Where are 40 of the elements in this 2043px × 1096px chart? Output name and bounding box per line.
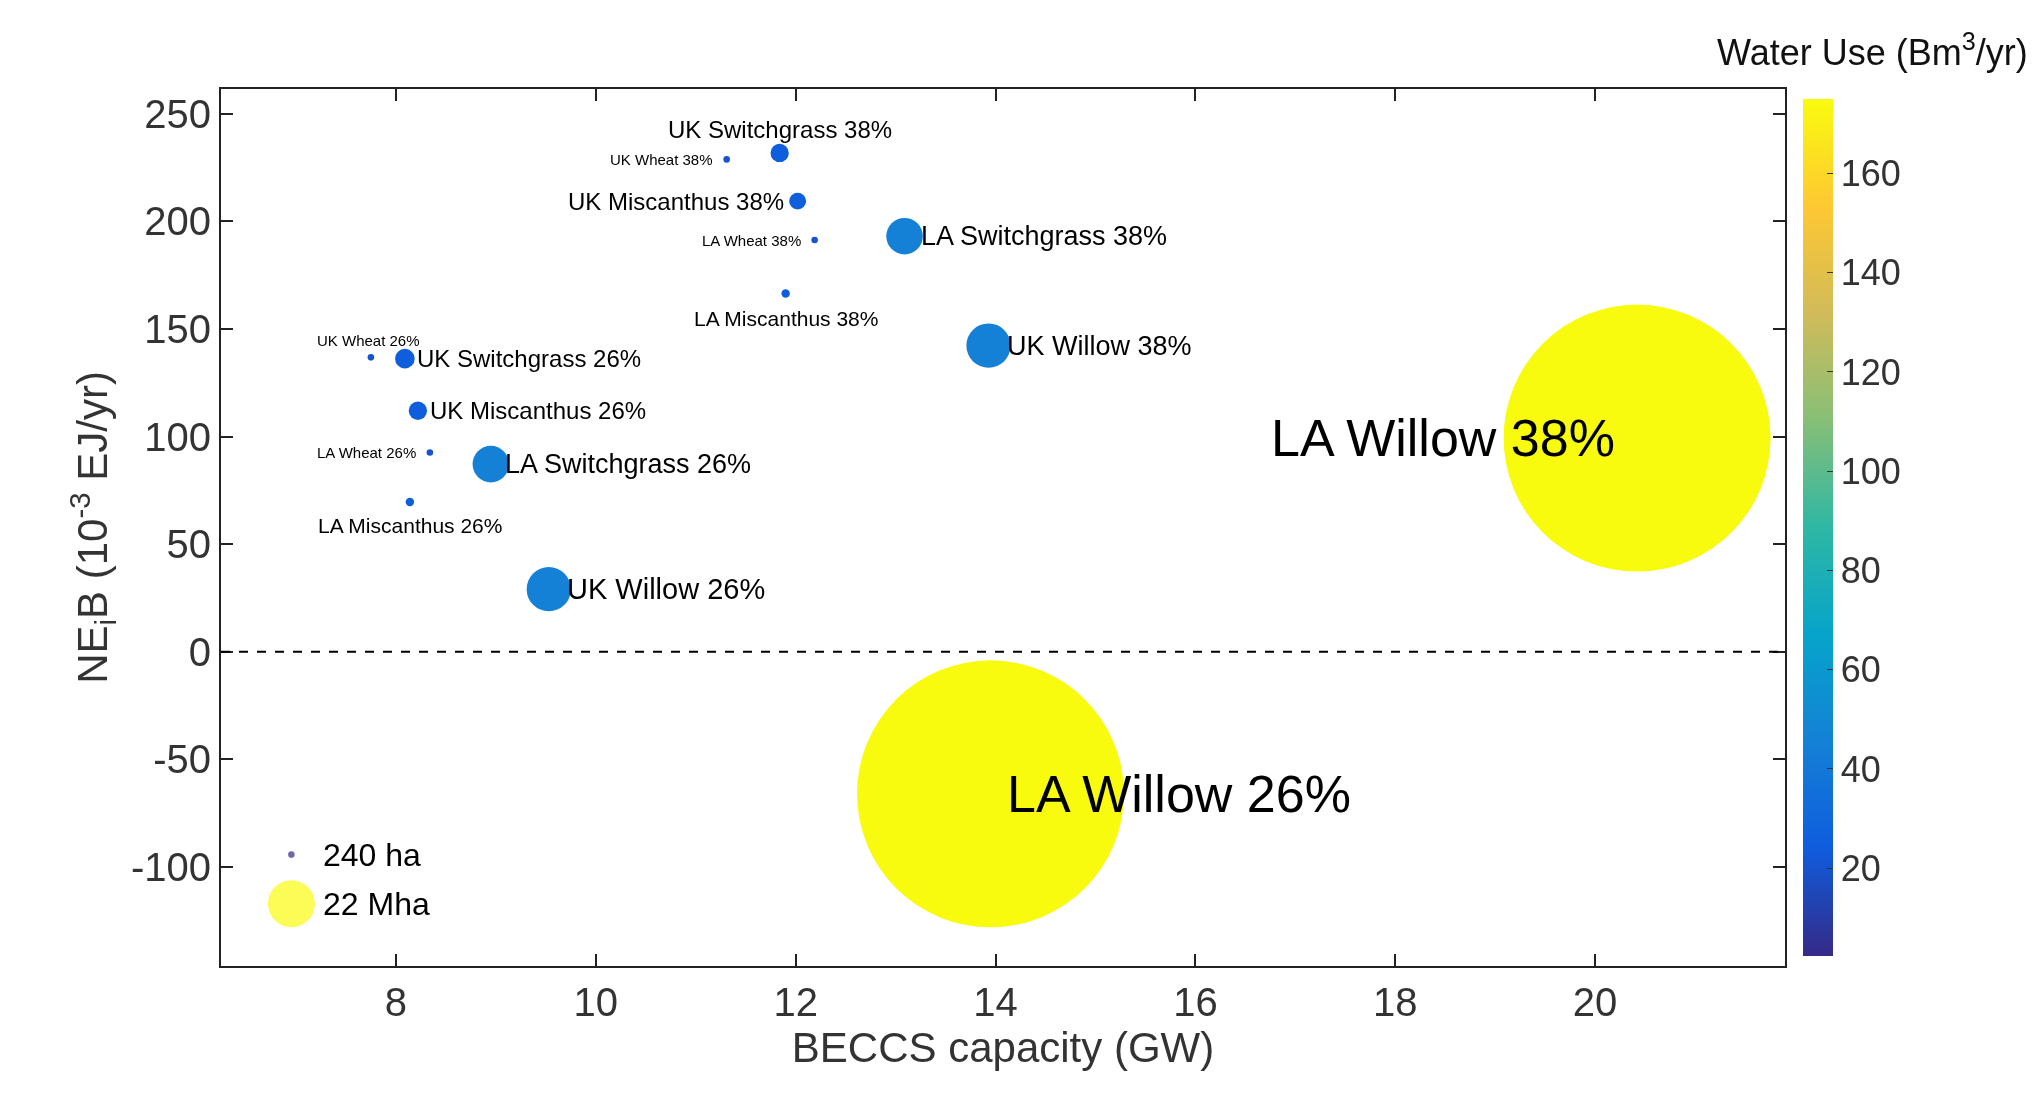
- color-bar-label: 120: [1840, 351, 1901, 393]
- series-label: UK Miscanthus 38%: [568, 188, 785, 215]
- series-label: LA Wheat 38%: [702, 232, 802, 249]
- color-bar-title: Water Use (Bm$^{3}$/yr): [1717, 27, 2028, 74]
- series-label: LA Miscanthus 38%: [694, 307, 879, 330]
- color-bar-label: 40: [1840, 748, 1881, 790]
- y-tick-label: 250: [144, 91, 211, 136]
- y-tick-label: -100: [130, 845, 211, 889]
- series-label: UK Wheat 38%: [610, 151, 713, 168]
- series-label: UK Switchgrass 26%: [417, 345, 642, 372]
- series-label: LA Miscanthus 26%: [318, 514, 503, 537]
- y-tick-label: 50: [166, 522, 211, 567]
- legend-label: 240 ha: [323, 837, 422, 873]
- y-tick-label: 0: [188, 629, 211, 674]
- x-tick-label: 8: [384, 980, 408, 1024]
- x-axis-title: BECCS capacity (GW): [791, 1024, 1215, 1071]
- legend-label: 22 Mha: [323, 886, 430, 922]
- color-bar-label: 80: [1840, 550, 1881, 592]
- series-label: UK Wheat 26%: [317, 332, 420, 349]
- x-tick-label: 16: [1173, 980, 1218, 1024]
- color-bar-label: 20: [1840, 847, 1881, 889]
- color-bar-label: 160: [1840, 153, 1901, 195]
- x-tick-label: 10: [573, 980, 619, 1024]
- y-tick-label: -50: [153, 737, 211, 782]
- series-label: UK Willow 38%: [1007, 331, 1192, 361]
- x-tick-label: 12: [773, 980, 818, 1024]
- y-tick-label: 150: [144, 306, 211, 351]
- y-tick-label: 200: [144, 199, 211, 244]
- x-tick-label: 18: [1373, 980, 1418, 1024]
- series-label: LA Switchgrass 38%: [921, 221, 1168, 251]
- y-tick-label: 100: [144, 414, 211, 459]
- color-bar-label: 60: [1840, 649, 1881, 691]
- color-bar-label: 140: [1840, 252, 1901, 294]
- x-tick-label: 20: [1572, 980, 1618, 1024]
- series-label: LA Wheat 26%: [317, 444, 417, 461]
- x-tick-label: 14: [973, 980, 1018, 1024]
- series-label: LA Willow 38%: [1271, 409, 1615, 467]
- series-label: UK Miscanthus 26%: [430, 397, 647, 424]
- series-label: UK Switchgrass 38%: [668, 116, 893, 143]
- color-bar-label: 100: [1840, 450, 1901, 492]
